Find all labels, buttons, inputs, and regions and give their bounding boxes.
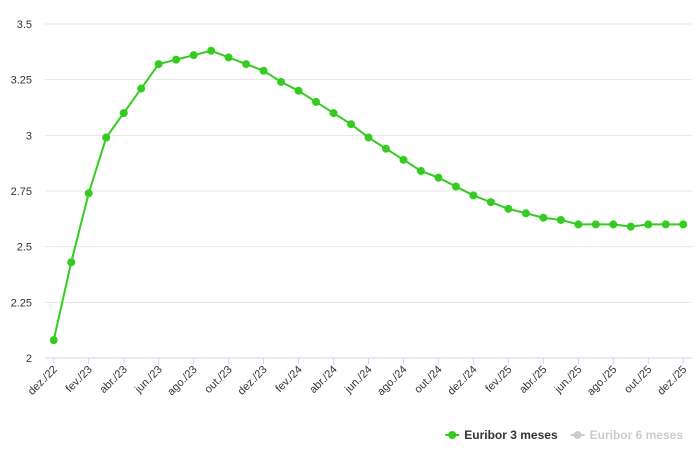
data-point: [154, 60, 163, 69]
x-tick-label: jun./24: [342, 364, 375, 397]
data-point: [67, 258, 76, 267]
data-point: [539, 213, 548, 222]
data-point: [679, 220, 688, 229]
x-tick-label: dez./25: [655, 364, 689, 398]
x-tick-label: ago./24: [375, 364, 409, 398]
x-tick-label: dez./24: [446, 364, 480, 398]
x-tick-label: abr./25: [517, 364, 549, 396]
x-tick-label: jun./25: [552, 364, 585, 397]
data-point: [312, 97, 321, 106]
x-tick-label: abr./24: [307, 364, 339, 396]
data-point: [416, 166, 425, 175]
data-point: [102, 133, 111, 142]
x-tick-label: dez./23: [236, 364, 270, 398]
y-tick-label: 3: [26, 130, 32, 142]
data-point: [661, 220, 670, 229]
y-tick-label: 2.75: [11, 186, 32, 198]
legend-label: Euribor 6 meses: [590, 428, 684, 442]
data-point: [294, 86, 303, 95]
data-point: [626, 222, 635, 231]
legend-label: Euribor 3 meses: [464, 428, 558, 442]
data-point: [277, 77, 286, 86]
y-tick-label: 3.5: [17, 19, 32, 31]
data-point: [486, 198, 495, 207]
legend-marker: [448, 431, 457, 439]
x-tick-label: abr./23: [98, 364, 130, 396]
series-line: [52, 49, 684, 341]
data-point: [609, 220, 618, 229]
data-point: [189, 51, 198, 60]
data-point: [259, 66, 268, 75]
x-tick-label: out./24: [412, 364, 444, 396]
data-point: [644, 220, 653, 229]
x-tick-label: fev./24: [273, 364, 304, 395]
data-point: [591, 220, 600, 229]
data-point: [49, 336, 58, 345]
x-tick-label: ago./25: [585, 364, 619, 398]
data-point: [224, 53, 233, 62]
data-point: [469, 191, 478, 200]
data-point: [574, 220, 583, 229]
x-tick-label: out./23: [202, 364, 234, 396]
data-point: [399, 155, 408, 164]
data-point: [207, 46, 216, 55]
x-tick-label: jun./23: [132, 364, 165, 397]
legend-marker: [573, 431, 582, 439]
data-point: [347, 120, 356, 129]
y-tick-label: 2.25: [11, 297, 32, 309]
y-tick-label: 2: [26, 353, 32, 365]
y-tick-label: 2.5: [17, 242, 32, 254]
data-point: [434, 173, 443, 182]
data-point: [364, 133, 373, 142]
data-point: [521, 209, 530, 218]
x-tick-label: out./25: [622, 364, 654, 396]
data-point: [504, 204, 513, 213]
x-tick-label: dez./22: [26, 364, 60, 398]
data-point: [556, 215, 565, 224]
data-point: [381, 144, 390, 153]
data-point: [451, 182, 460, 191]
data-point: [329, 109, 338, 118]
data-point: [119, 109, 128, 118]
data-point: [137, 84, 146, 93]
x-tick-label: ago./23: [165, 364, 199, 398]
x-tick-label: fev./25: [483, 364, 514, 395]
data-point: [242, 60, 251, 69]
y-tick-label: 3.25: [11, 75, 32, 87]
data-point: [172, 55, 181, 64]
x-tick-label: fev./23: [64, 364, 95, 395]
data-point: [84, 189, 93, 198]
